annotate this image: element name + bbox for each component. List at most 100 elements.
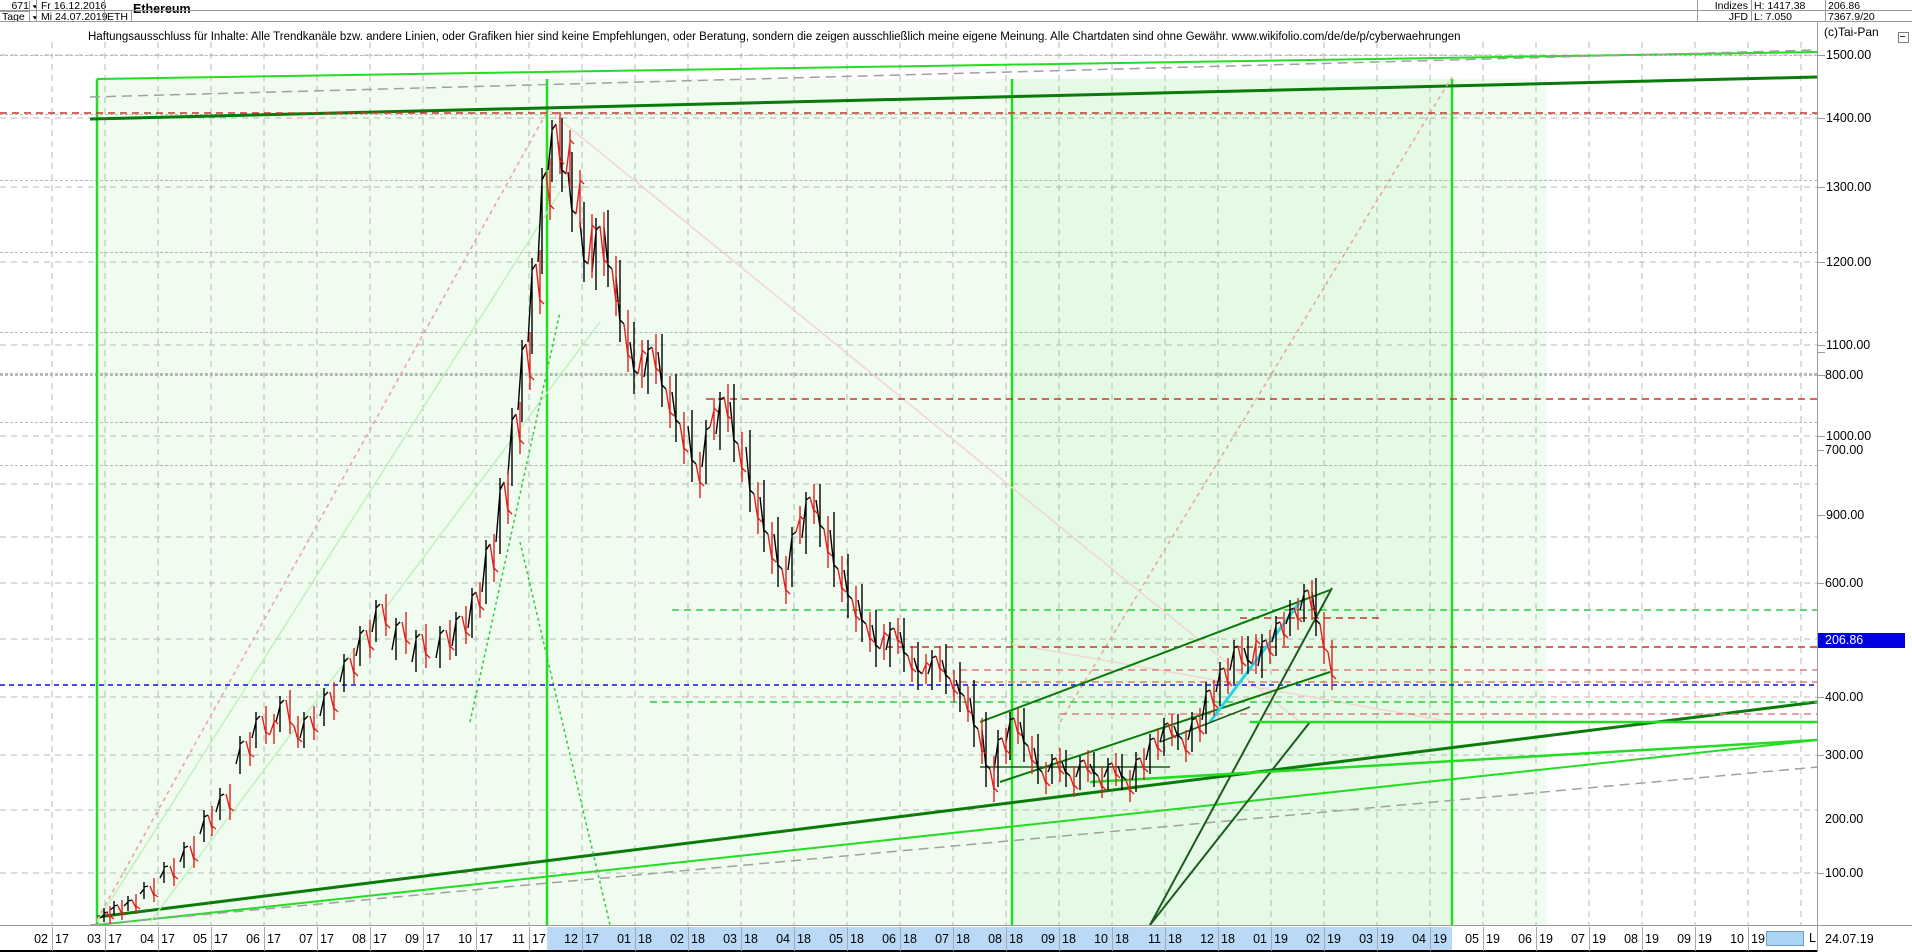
date-year: 19 bbox=[1539, 932, 1553, 946]
gridline-1000 bbox=[0, 422, 1817, 423]
date-range-highlight bbox=[547, 927, 1452, 951]
date-month: 09 bbox=[405, 932, 419, 946]
bars-count-dropdown-icon[interactable]: ▼ bbox=[31, 3, 39, 10]
price-label-1100: 1100.00 bbox=[1826, 338, 1871, 352]
chart-vector-overlay bbox=[0, 42, 1817, 925]
date-sep bbox=[635, 927, 636, 951]
date-sep bbox=[529, 927, 530, 951]
date-year: 18 bbox=[1115, 932, 1129, 946]
bars-count-value: 671 bbox=[0, 1, 30, 12]
date-year: 17 bbox=[108, 932, 122, 946]
zone-top-edge bbox=[96, 51, 1817, 80]
price-label-900: 900.00 bbox=[1826, 508, 1865, 522]
date-sep bbox=[211, 927, 212, 951]
date-year: 18 bbox=[1009, 932, 1023, 946]
date-month: 10 bbox=[1094, 932, 1108, 946]
date-year: 17 bbox=[426, 932, 440, 946]
date-sep bbox=[264, 927, 265, 951]
date-sep bbox=[1536, 927, 1537, 951]
date-year: 18 bbox=[956, 932, 970, 946]
date-year: 19 bbox=[1698, 932, 1712, 946]
date-month: 04 bbox=[776, 932, 790, 946]
collapse-icon[interactable] bbox=[1898, 32, 1909, 43]
date-to-value: Mi 24.07.2019 bbox=[41, 11, 108, 23]
gridline-1500 bbox=[0, 55, 1817, 56]
date-month: 03 bbox=[87, 932, 101, 946]
price-tick-900 bbox=[1818, 515, 1825, 516]
interval-dropdown-icon[interactable]: ▼ bbox=[31, 14, 39, 21]
date-year: 18 bbox=[691, 932, 705, 946]
date-month: 02 bbox=[34, 932, 48, 946]
broker-label: JFD bbox=[1728, 11, 1748, 23]
date-sep bbox=[1430, 927, 1431, 951]
toolbar-divider-2 bbox=[104, 0, 105, 22]
date-year: 19 bbox=[1327, 932, 1341, 946]
date-sep bbox=[1748, 927, 1749, 951]
price-label-1500: 1500.00 bbox=[1826, 48, 1872, 62]
last-date-cell: 24.07.19 bbox=[1817, 926, 1912, 952]
date-year: 17 bbox=[532, 932, 546, 946]
price-tick-aux2 bbox=[1818, 352, 1825, 353]
date-from-value: Fr 16.12.2016 bbox=[41, 0, 107, 12]
date-sep bbox=[476, 927, 477, 951]
date-month: 05 bbox=[829, 932, 843, 946]
date-year: 19 bbox=[1645, 932, 1659, 946]
date-month: 11 bbox=[1148, 932, 1161, 946]
date-sep bbox=[317, 927, 318, 951]
grey-guide-channel bbox=[89, 49, 1817, 925]
date-year: 17 bbox=[161, 932, 175, 946]
date-year: 17 bbox=[267, 932, 281, 946]
date-month: 08 bbox=[1624, 932, 1638, 946]
date-month: 06 bbox=[1518, 932, 1532, 946]
date-year: 18 bbox=[1168, 932, 1182, 946]
date-year: 18 bbox=[744, 932, 758, 946]
date-sep bbox=[1642, 927, 1643, 951]
toolbar-divider-5 bbox=[1751, 0, 1752, 22]
date-sep bbox=[688, 927, 689, 951]
scroll-thumb[interactable] bbox=[1766, 931, 1804, 946]
date-sep bbox=[1483, 927, 1484, 951]
date-sep bbox=[370, 927, 371, 951]
symbol-value: ETH bbox=[107, 11, 128, 23]
date-sep bbox=[794, 927, 795, 951]
date-year: 18 bbox=[797, 932, 811, 946]
toolbar-bottom-divider bbox=[0, 21, 1912, 22]
zone-bottom-edge bbox=[96, 739, 1817, 925]
date-year: 17 bbox=[373, 932, 387, 946]
light-green-fan bbox=[96, 191, 601, 923]
gridline-1400 bbox=[0, 114, 1817, 115]
date-axis[interactable]: 02 17 03 17 04 17 05 17 06 17 07 17 08 1… bbox=[0, 925, 1912, 952]
axis-baseline bbox=[0, 950, 1817, 952]
price-label-1400: 1400.00 bbox=[1826, 111, 1872, 125]
toolbar-divider-3 bbox=[131, 11, 132, 22]
date-year: 17 bbox=[214, 932, 228, 946]
date-year: 18 bbox=[1062, 932, 1076, 946]
price-axis[interactable]: (c)Tai-Pan 1500.00 1400.00 1300.00 1200.… bbox=[1817, 22, 1912, 925]
date-month: 06 bbox=[246, 932, 260, 946]
date-year: 17 bbox=[585, 932, 599, 946]
page-title: Ethereum bbox=[133, 2, 191, 16]
date-month: 01 bbox=[617, 932, 631, 946]
date-year: 19 bbox=[1433, 932, 1447, 946]
date-sep bbox=[741, 927, 742, 951]
date-month: 07 bbox=[299, 932, 313, 946]
toolbar: 671 ▼ Tage ▼ Fr 16.12.2016 Mi 24.07.2019… bbox=[0, 0, 1912, 23]
price-tick-1500 bbox=[1818, 55, 1825, 56]
date-month: 07 bbox=[935, 932, 949, 946]
date-month: 04 bbox=[140, 932, 154, 946]
chart-plot-area[interactable]: Haftungsausschluss für Inhalte: Alle Tre… bbox=[0, 22, 1817, 925]
gridline-1050 bbox=[0, 374, 1817, 375]
recovery-trend-lines bbox=[979, 587, 1333, 925]
date-year: 19 bbox=[1274, 932, 1288, 946]
date-month: 09 bbox=[1677, 932, 1691, 946]
gridline-1200 bbox=[0, 252, 1817, 253]
date-year: 17 bbox=[479, 932, 493, 946]
price-tick-1100 bbox=[1818, 345, 1825, 346]
toolbar-divider-6 bbox=[1825, 0, 1826, 22]
gridline-helper2 bbox=[0, 373, 1817, 374]
date-year: 19 bbox=[1380, 932, 1394, 946]
date-month: 07 bbox=[1571, 932, 1585, 946]
date-month: 10 bbox=[458, 932, 472, 946]
date-sep bbox=[105, 927, 106, 951]
date-sep bbox=[1324, 927, 1325, 951]
